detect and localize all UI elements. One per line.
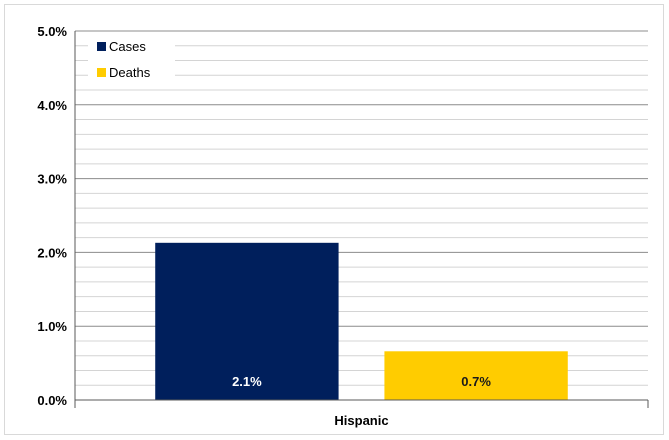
x-tick-label: Hispanic (334, 413, 388, 428)
y-axis-tick-labels: 0.0% 1.0% 2.0% 3.0% 4.0% 5.0% (37, 24, 67, 408)
bar-cases (155, 242, 339, 400)
data-label-cases: 2.1% (232, 374, 262, 389)
y-tick-label: 1.0% (37, 319, 67, 334)
legend: Cases Deaths (88, 36, 175, 82)
axes (74, 31, 649, 408)
bar-deaths (384, 351, 568, 400)
legend-swatch-deaths (97, 68, 106, 77)
y-tick-label: 2.0% (37, 245, 67, 260)
legend-label-deaths: Deaths (109, 65, 151, 80)
legend-label-cases: Cases (109, 39, 146, 54)
y-tick-label: 3.0% (37, 172, 67, 187)
y-tick-label: 5.0% (37, 24, 67, 39)
y-tick-label: 0.0% (37, 393, 67, 408)
bars (155, 242, 568, 400)
data-label-deaths: 0.7% (461, 374, 491, 389)
legend-swatch-cases (97, 42, 106, 51)
data-labels: 2.1% 0.7% (232, 374, 491, 389)
y-tick-label: 4.0% (37, 98, 67, 113)
x-axis-tick-labels: Hispanic (334, 413, 388, 428)
